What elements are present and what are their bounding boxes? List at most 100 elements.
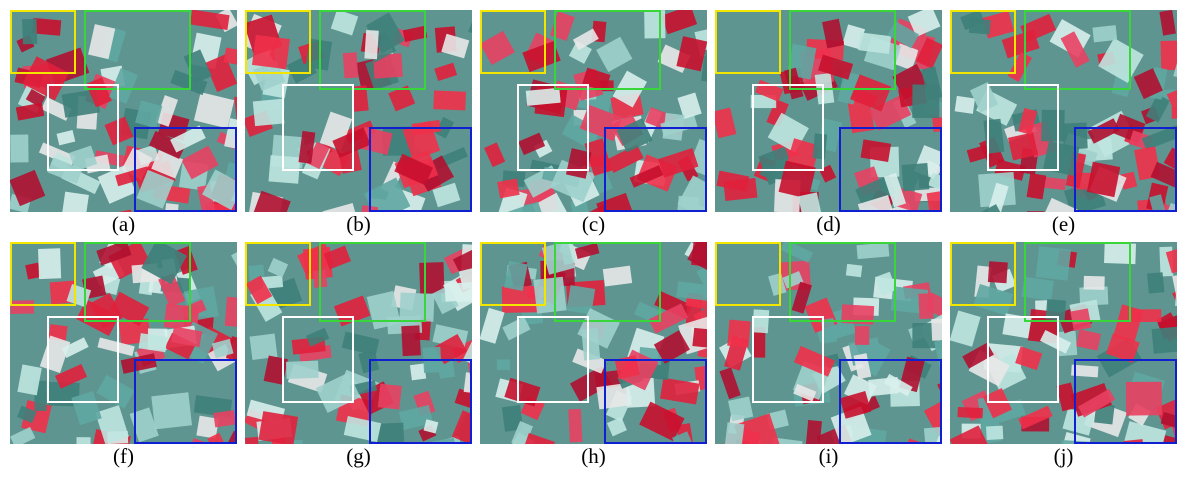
field-patch: [614, 355, 640, 380]
field-patch: [1021, 276, 1054, 301]
field-patch: [701, 49, 707, 84]
field-patch: [847, 97, 875, 134]
panel: [950, 242, 1177, 444]
panel-image: [10, 242, 237, 444]
field-patch: [968, 18, 991, 35]
field-patch: [452, 207, 472, 212]
field-patch: [17, 405, 37, 424]
panel-caption: (c): [582, 212, 605, 236]
field-patch: [1026, 211, 1045, 212]
field-patch: [822, 18, 845, 49]
field-patch: [1141, 124, 1177, 151]
highlight-box: [282, 84, 354, 171]
field-patch: [1098, 38, 1144, 83]
field-patch: [501, 404, 524, 432]
field-patch: [687, 242, 707, 275]
field-patch: [434, 333, 468, 365]
field-patch: [71, 390, 102, 426]
field-patch: [646, 210, 685, 212]
field-patch: [561, 114, 602, 150]
field-patch: [193, 92, 235, 129]
field-patch: [1160, 411, 1177, 434]
field-patch: [854, 326, 870, 345]
field-patch: [398, 404, 434, 431]
field-patch: [207, 432, 232, 444]
highlight-box: [319, 242, 426, 322]
panel: [715, 242, 942, 444]
field-patch: [659, 377, 700, 405]
highlight-box: [480, 10, 546, 74]
field-patch: [768, 272, 787, 296]
panel-caption: (f): [113, 444, 134, 468]
field-patch: [261, 275, 284, 289]
field-patch: [504, 377, 541, 407]
field-patch: [933, 338, 942, 371]
field-patch: [860, 139, 892, 162]
field-patch: [676, 36, 707, 72]
field-patch: [218, 430, 237, 444]
field-patch: [171, 326, 203, 348]
field-patch: [298, 130, 316, 164]
field-patch: [574, 242, 600, 260]
field-patch: [306, 141, 330, 170]
field-patch: [793, 383, 817, 402]
field-patch: [135, 100, 163, 129]
field-patch: [883, 172, 907, 208]
field-patch: [1163, 147, 1177, 179]
highlight-box: [715, 10, 781, 74]
field-patch: [401, 325, 421, 357]
panel: [10, 10, 237, 212]
field-patch: [61, 337, 89, 358]
field-patch: [606, 416, 627, 437]
highlight-box: [134, 359, 237, 444]
field-patch: [305, 327, 330, 347]
field-patch: [568, 41, 592, 64]
field-patch: [596, 36, 633, 73]
field-patch: [402, 25, 428, 43]
field-patch: [502, 316, 531, 341]
field-patch: [394, 153, 434, 186]
field-patch: [915, 37, 942, 69]
highlight-box: [1074, 127, 1177, 212]
field-patch: [719, 367, 741, 400]
field-patch: [22, 18, 38, 45]
field-patch: [444, 281, 472, 302]
highlight-box: [604, 359, 707, 444]
field-patch: [432, 182, 461, 208]
field-patch: [1159, 10, 1176, 36]
field-patch: [662, 112, 685, 141]
highlight-box: [789, 10, 896, 90]
field-patch: [22, 56, 69, 101]
field-patch: [525, 87, 561, 106]
field-patch: [639, 401, 685, 442]
field-patch: [625, 377, 656, 408]
highlight-box: [715, 242, 781, 306]
field-patch: [954, 95, 976, 114]
field-patch: [38, 248, 62, 280]
field-patch: [245, 275, 273, 305]
field-patch: [32, 18, 62, 36]
field-patch: [48, 381, 80, 407]
field-patch: [1042, 140, 1080, 176]
field-patch: [520, 432, 555, 444]
field-patch: [88, 24, 116, 60]
panel-image: [715, 10, 942, 212]
field-patch: [358, 349, 380, 374]
highlight-box: [987, 316, 1059, 403]
field-patch: [351, 85, 369, 112]
field-patch: [926, 188, 942, 212]
field-patch: [565, 148, 592, 179]
field-patch: [1077, 388, 1116, 418]
highlight-box: [752, 84, 824, 171]
field-patch: [1105, 333, 1140, 363]
field-patch: [263, 355, 288, 385]
field-patch: [661, 10, 698, 35]
field-patch: [158, 273, 186, 308]
field-patch: [136, 169, 175, 209]
field-patch: [170, 69, 208, 96]
panel-caption: (i): [819, 444, 839, 468]
field-patch: [25, 88, 46, 108]
field-patch: [343, 416, 382, 443]
field-patch: [484, 142, 506, 168]
